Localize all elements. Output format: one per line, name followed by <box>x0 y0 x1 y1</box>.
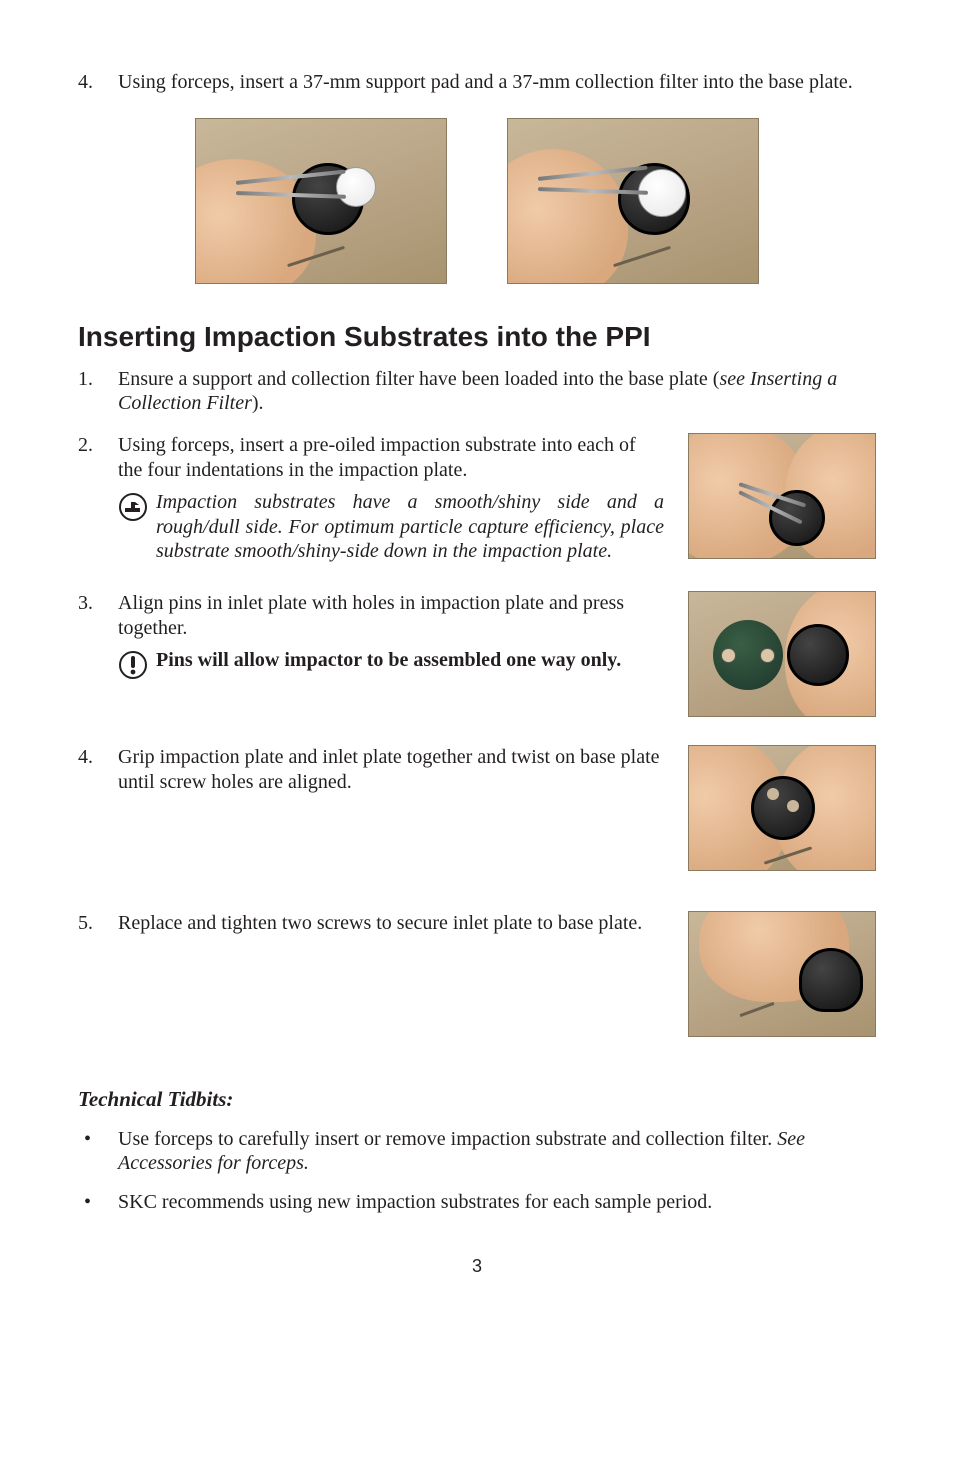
step-2: 2. Using forceps, insert a pre-oiled imp… <box>78 433 664 482</box>
step-number: 4. <box>78 70 118 94</box>
tidbit-1-a: Use forceps to carefully insert or remov… <box>118 1128 777 1150</box>
step-1-text-b: ). <box>252 392 264 414</box>
step-number: 4. <box>78 745 118 769</box>
step-3-row: 3. Align pins in inlet plate with holes … <box>78 591 876 717</box>
tidbit-2: • SKC recommends using new impaction sub… <box>78 1190 876 1214</box>
step-5-photo-wrap <box>688 911 876 1037</box>
step-3-photo-wrap <box>688 591 876 717</box>
step-number: 2. <box>78 433 118 457</box>
step-2-left: 2. Using forceps, insert a pre-oiled imp… <box>78 433 664 563</box>
step-text: Align pins in inlet plate with holes in … <box>118 591 664 640</box>
photo-align-pins <box>688 591 876 717</box>
step-4-photo-wrap <box>688 745 876 871</box>
step-2-note-text: Impaction substrates have a smooth/shiny… <box>156 490 664 563</box>
step-2-note: Impaction substrates have a smooth/shiny… <box>78 490 664 563</box>
bullet-dot: • <box>78 1127 118 1151</box>
photo-row-top <box>78 118 876 284</box>
continuing-step-4: 4. Using forceps, insert a 37-mm support… <box>78 70 876 94</box>
step-4-left: 4. Grip impaction plate and inlet plate … <box>78 745 664 802</box>
step-number: 1. <box>78 367 118 391</box>
step-5: 5. Replace and tighten two screws to sec… <box>78 911 664 935</box>
tidbit-2-text: SKC recommends using new impaction subst… <box>118 1190 876 1214</box>
step-5-left: 5. Replace and tighten two screws to sec… <box>78 911 664 943</box>
caution-icon <box>118 650 148 680</box>
tidbit-1: • Use forceps to carefully insert or rem… <box>78 1127 876 1176</box>
tidbits-heading: Technical Tidbits: <box>78 1087 876 1113</box>
photo-twist-plates <box>688 745 876 871</box>
photo-tighten-screws <box>688 911 876 1037</box>
tidbit-1-text: Use forceps to carefully insert or remov… <box>118 1127 876 1176</box>
step-1-text-a: Ensure a support and collection filter h… <box>118 368 719 390</box>
step-text: Replace and tighten two screws to secure… <box>118 911 664 935</box>
page-number: 3 <box>78 1256 876 1278</box>
step-4-row: 4. Grip impaction plate and inlet plate … <box>78 745 876 871</box>
step-3-left: 3. Align pins in inlet plate with holes … <box>78 591 664 680</box>
section-heading: Inserting Impaction Substrates into the … <box>78 320 876 354</box>
step-text: Ensure a support and collection filter h… <box>118 367 876 416</box>
step-text: Grip impaction plate and inlet plate tog… <box>118 745 664 794</box>
step-4: 4. Grip impaction plate and inlet plate … <box>78 745 664 794</box>
photo-insert-substrate <box>688 433 876 559</box>
photo-insert-support-pad <box>195 118 447 284</box>
step-number: 3. <box>78 591 118 615</box>
step-3-note: Pins will allow impactor to be assembled… <box>78 648 664 680</box>
step-text: Using forceps, insert a 37-mm support pa… <box>118 70 876 94</box>
step-3-note-text: Pins will allow impactor to be assembled… <box>156 648 664 672</box>
bullet-dot: • <box>78 1190 118 1214</box>
pointing-hand-icon <box>118 492 148 522</box>
step-3: 3. Align pins in inlet plate with holes … <box>78 591 664 640</box>
step-1: 1. Ensure a support and collection filte… <box>78 367 876 416</box>
step-2-row: 2. Using forceps, insert a pre-oiled imp… <box>78 433 876 563</box>
step-2-photo-wrap <box>688 433 876 559</box>
step-5-row: 5. Replace and tighten two screws to sec… <box>78 911 876 1037</box>
step-text: Using forceps, insert a pre-oiled impact… <box>118 433 664 482</box>
step-number: 5. <box>78 911 118 935</box>
photo-insert-collection-filter <box>507 118 759 284</box>
